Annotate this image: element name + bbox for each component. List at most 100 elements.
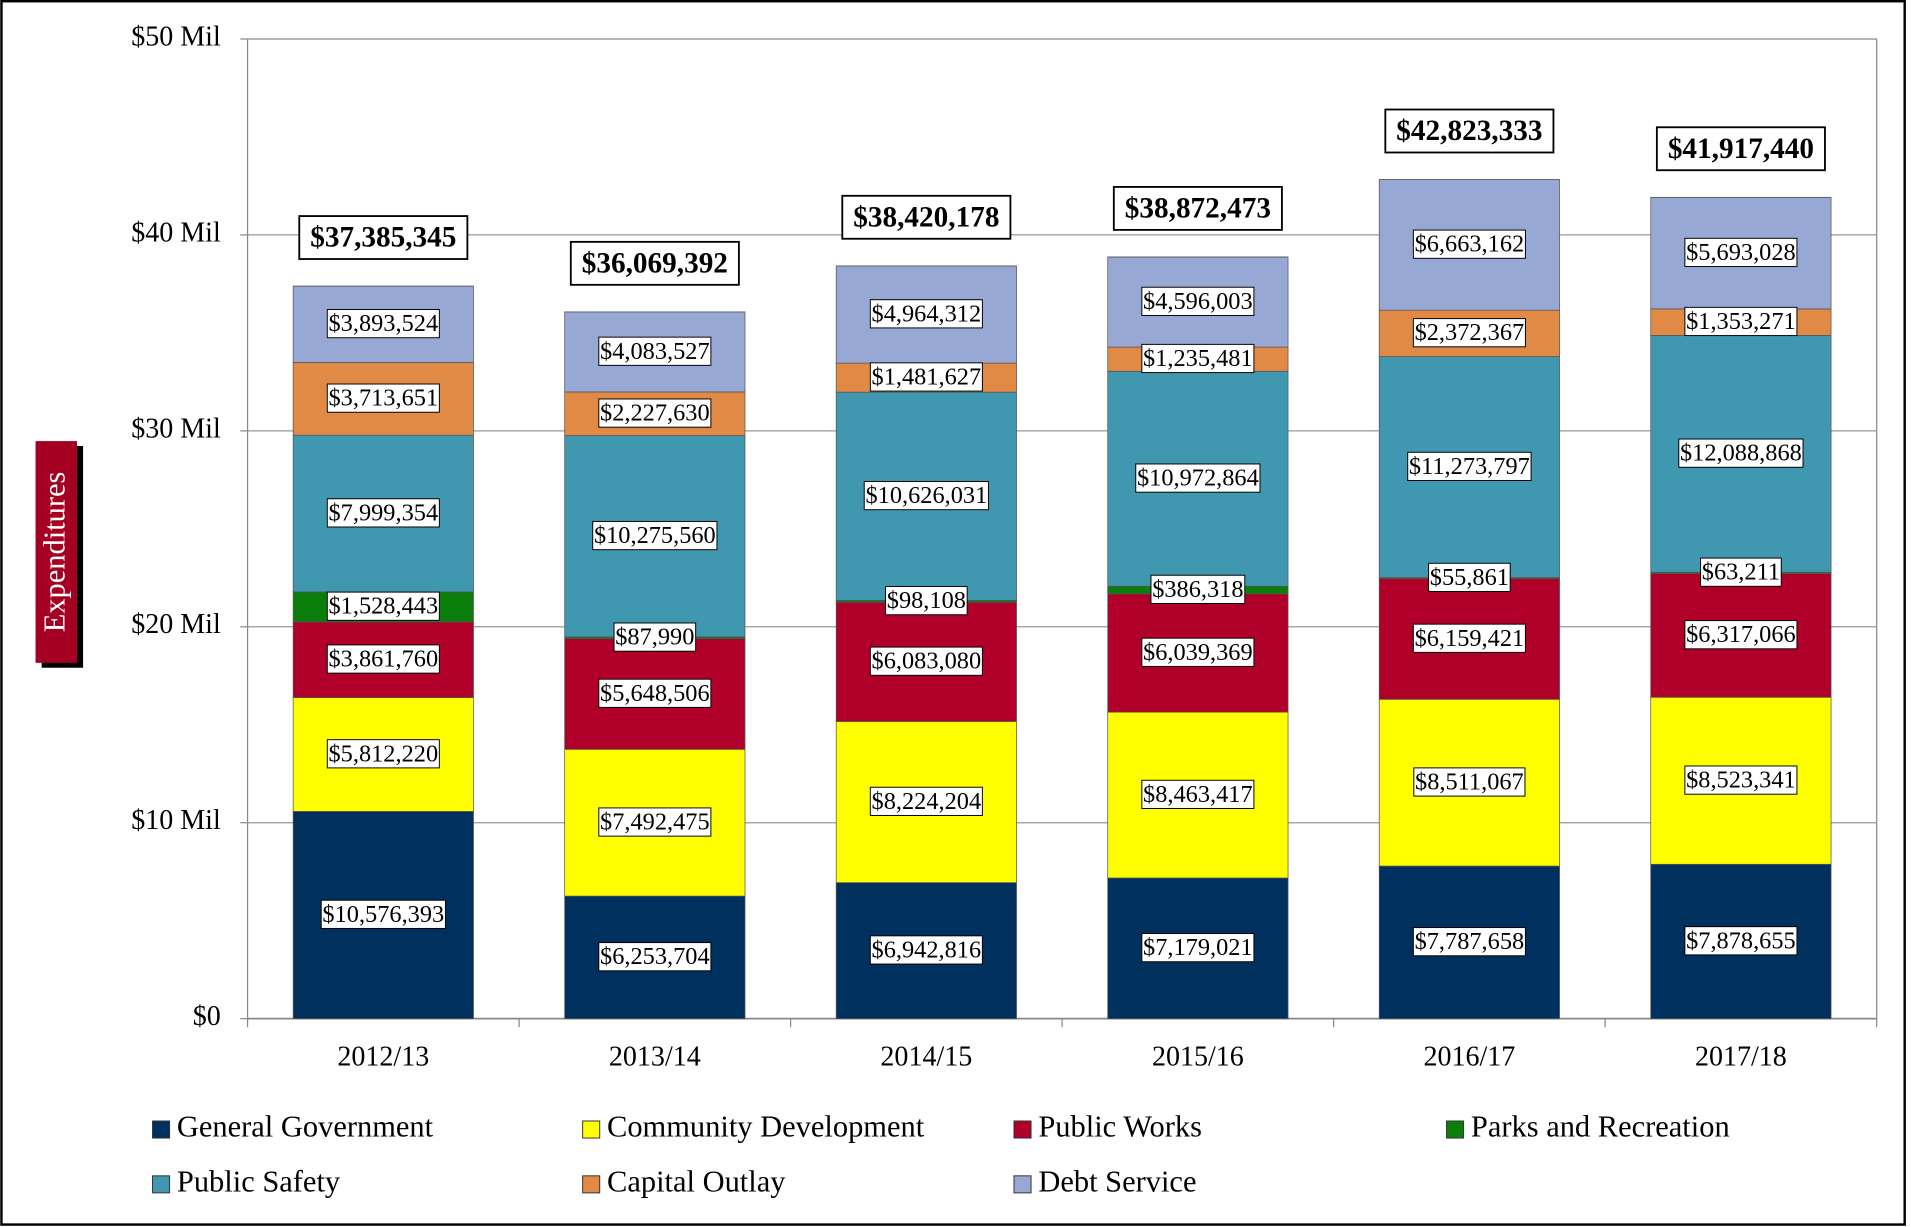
segment-label-box — [1700, 557, 1782, 587]
segment-label: $3,893,524 — [329, 310, 439, 337]
segment-label-box — [326, 644, 440, 674]
legend-swatch — [152, 1120, 171, 1139]
total-label: $36,069,392 — [582, 247, 728, 279]
segment-label: $6,663,162 — [1415, 231, 1525, 258]
total-label-box — [1655, 126, 1826, 172]
segment-label: $7,999,354 — [329, 499, 439, 526]
segment-label-group: $98,108 — [885, 586, 968, 616]
segment-label-box — [326, 383, 440, 413]
x-tick-label: 2014/15 — [880, 1041, 972, 1072]
segment-label-group: $4,596,003 — [1141, 286, 1255, 316]
segment-label: $6,159,421 — [1415, 625, 1525, 652]
segment-label: $7,787,658 — [1415, 928, 1525, 955]
segment-label-group: $1,235,481 — [1141, 343, 1255, 374]
segment-label-box — [320, 899, 446, 929]
segment-label: $1,235,481 — [1143, 345, 1253, 372]
x-tick-label: 2012/13 — [337, 1041, 429, 1072]
segment-label-group: $10,576,393 — [320, 899, 446, 929]
segment-label-box — [1412, 927, 1526, 957]
segment-label-box — [1684, 306, 1798, 337]
segment-label-box — [1141, 286, 1255, 316]
segment-label-box — [1135, 463, 1261, 493]
legend-label: General Government — [177, 1110, 434, 1144]
segment-label-box — [598, 807, 712, 837]
segment-label-group: $1,353,271 — [1684, 306, 1798, 337]
legend-label: Public Safety — [177, 1164, 341, 1198]
segment-label-group: $4,964,312 — [869, 299, 983, 329]
segment-label: $7,878,655 — [1686, 927, 1796, 954]
segment-label-group: $4,083,527 — [598, 336, 712, 366]
segment-label: $2,227,630 — [600, 400, 710, 427]
segment-label-box — [869, 786, 983, 816]
segment-label-box — [885, 586, 968, 616]
segment-label-box — [592, 520, 718, 551]
y-tick-label: $40 Mil — [131, 217, 221, 248]
legend-label: Parks and Recreation — [1471, 1110, 1730, 1144]
total-label-group: $36,069,392 — [569, 240, 740, 286]
segment-label-box — [1428, 562, 1511, 592]
segment-label-box — [598, 398, 712, 428]
segment-label-group: $11,273,797 — [1407, 451, 1532, 481]
plot-area — [246, 38, 1878, 1020]
segment-label-group: $10,972,864 — [1135, 463, 1261, 493]
y-tick-label: $20 Mil — [131, 609, 221, 640]
segment-label: $4,964,312 — [872, 300, 982, 327]
segment-label-box — [1412, 318, 1526, 348]
segment-label-box — [1407, 451, 1532, 481]
segment-label-box — [598, 942, 712, 972]
segment-label-box — [869, 935, 983, 965]
segment-label-group: $6,317,066 — [1684, 620, 1798, 650]
segment-label-group: $3,893,524 — [326, 309, 440, 339]
legend-label: Debt Service — [1038, 1164, 1196, 1198]
segment-label: $6,942,816 — [872, 936, 982, 963]
segment-label-box — [598, 336, 712, 366]
segment-label-box — [1684, 765, 1798, 795]
segment-label-box — [1413, 767, 1526, 797]
y-tick-label: $30 Mil — [131, 413, 221, 444]
segment-label-box — [869, 646, 983, 676]
segment-label: $10,972,864 — [1137, 465, 1259, 492]
segment-label: $6,317,066 — [1686, 621, 1796, 648]
segment-label-group: $2,227,630 — [598, 398, 712, 428]
segment-label: $6,039,369 — [1143, 639, 1253, 666]
segment-label: $5,693,028 — [1686, 239, 1796, 266]
segment-label-box — [613, 622, 697, 652]
segment-label: $4,083,527 — [600, 338, 710, 365]
segment-label-group: $55,861 — [1428, 562, 1511, 592]
total-label-box — [841, 194, 1012, 240]
total-label: $41,917,440 — [1668, 133, 1814, 165]
segment-label-group: $8,523,341 — [1684, 765, 1798, 795]
segment-label: $87,990 — [615, 624, 694, 651]
segment-label: $8,523,341 — [1686, 767, 1796, 794]
segment-label: $5,648,506 — [600, 680, 710, 707]
y-label-box — [35, 441, 77, 663]
segment-label: $63,211 — [1702, 559, 1780, 586]
legend-swatch — [1013, 1120, 1032, 1139]
segment-label: $11,273,797 — [1409, 453, 1530, 480]
segment-label-box — [1150, 574, 1246, 604]
segment-label-group: $8,224,204 — [869, 786, 983, 816]
segment-label-box — [326, 498, 440, 528]
segment-label-box — [598, 678, 712, 708]
segment-label: $12,088,868 — [1680, 440, 1802, 467]
segment-label: $10,275,560 — [594, 522, 716, 549]
y-axis-label: Expenditures — [37, 472, 71, 633]
total-label-box — [298, 215, 469, 260]
segment-label-group: $87,990 — [613, 622, 697, 652]
segment-label-group: $7,787,658 — [1412, 927, 1526, 957]
segment-label-box — [1684, 237, 1798, 268]
y-tick-label: $10 Mil — [131, 805, 221, 836]
legend-swatch — [1013, 1175, 1032, 1194]
total-label: $38,872,473 — [1125, 192, 1271, 224]
y-tick-label: $0 — [193, 1001, 221, 1032]
segment-label-group: $3,713,651 — [326, 383, 440, 413]
segment-label: $7,492,475 — [600, 809, 710, 836]
segment-label-group: $63,211 — [1700, 557, 1782, 587]
segment-label-group: $12,088,868 — [1678, 438, 1804, 468]
x-tick-label: 2013/14 — [609, 1041, 701, 1072]
segment-label: $1,353,271 — [1686, 308, 1796, 335]
segment-label-group: $6,253,704 — [598, 942, 712, 972]
segment-label: $8,511,067 — [1415, 768, 1524, 795]
x-tick-label: 2015/16 — [1152, 1041, 1244, 1072]
